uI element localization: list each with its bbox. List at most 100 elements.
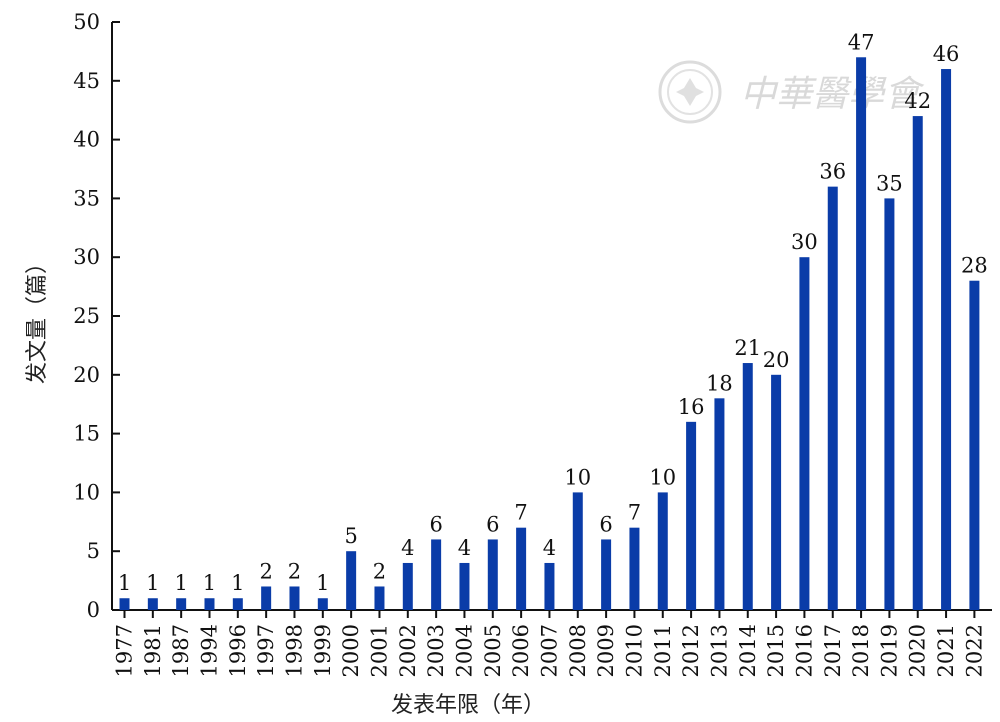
society-seal-icon <box>658 60 722 124</box>
bar-2004 <box>459 562 470 610</box>
data-label-1998: 2 <box>288 559 301 583</box>
bar-2018 <box>856 57 867 610</box>
y-tick-label: 10 <box>73 480 100 504</box>
x-tick-label-2016: 2016 <box>792 624 816 677</box>
x-tick-label-2004: 2004 <box>452 624 476 677</box>
data-label-2005: 6 <box>486 512 499 536</box>
x-tick-label-2022: 2022 <box>962 624 986 677</box>
x-tick-label-2006: 2006 <box>509 624 533 677</box>
bar-2015 <box>771 374 782 610</box>
watermark: 中華醫學會 <box>658 60 925 124</box>
data-label-2002: 4 <box>401 536 414 560</box>
bar-2010 <box>629 527 640 610</box>
data-label-1996: 1 <box>231 571 244 595</box>
bar-2017 <box>827 186 838 610</box>
x-tick-label-2017: 2017 <box>821 624 845 677</box>
x-tick-label-2008: 2008 <box>566 624 590 677</box>
x-tick-label-2015: 2015 <box>764 624 788 677</box>
data-label-1997: 2 <box>259 559 272 583</box>
x-tick-label-2014: 2014 <box>736 624 760 677</box>
bar-2012 <box>686 421 697 610</box>
y-tick-label: 35 <box>73 186 100 210</box>
data-label-2008: 10 <box>564 465 591 489</box>
bar-1996 <box>232 598 243 610</box>
x-tick-label-2009: 2009 <box>594 624 618 677</box>
bars <box>119 57 980 611</box>
x-tick-label-2003: 2003 <box>424 624 448 677</box>
y-tick-label: 25 <box>73 304 100 328</box>
y-tick-label: 20 <box>73 363 100 387</box>
data-label-2004: 4 <box>458 536 471 560</box>
y-tick-label: 5 <box>87 539 100 563</box>
data-label-2010: 7 <box>628 501 641 525</box>
x-tick-label-2010: 2010 <box>622 624 646 677</box>
x-axis-title: 发表年限（年） <box>391 693 545 718</box>
x-tick-label-2020: 2020 <box>906 624 930 677</box>
bar-2019 <box>884 198 895 610</box>
bar-2011 <box>657 492 668 610</box>
x-tick-label-1981: 1981 <box>141 624 165 677</box>
data-label-2013: 18 <box>706 371 733 395</box>
y-axis-title: 发文量（篇） <box>25 252 50 384</box>
bar-2000 <box>346 551 357 610</box>
bar-2005 <box>487 539 498 610</box>
data-label-2017: 36 <box>819 160 846 184</box>
x-tick-label-2007: 2007 <box>537 624 561 677</box>
y-tick-label: 0 <box>87 598 100 622</box>
bar-2020 <box>912 116 923 610</box>
x-tick-label-2002: 2002 <box>396 624 420 677</box>
x-tick-label-2018: 2018 <box>849 624 873 677</box>
x-tick-label-1994: 1994 <box>197 624 221 677</box>
data-label-2009: 6 <box>599 512 612 536</box>
data-label-1981: 1 <box>146 571 159 595</box>
data-label-2015: 20 <box>763 348 790 372</box>
data-label-2012: 16 <box>678 395 705 419</box>
data-label-2016: 30 <box>791 230 818 254</box>
bar-2022 <box>969 280 980 610</box>
bar-2014 <box>742 363 753 610</box>
data-label-2022: 28 <box>961 254 988 278</box>
bar-1981 <box>147 598 158 610</box>
bar-2007 <box>544 562 555 610</box>
data-label-2011: 10 <box>649 465 676 489</box>
data-label-2021: 46 <box>933 42 960 66</box>
bar-2021 <box>941 69 952 611</box>
x-tick-label-1977: 1977 <box>113 624 137 677</box>
x-tick-label-2001: 2001 <box>367 624 391 677</box>
x-tick-label-1999: 1999 <box>311 624 335 677</box>
x-tick-labels: 1977 1981 1987 1994 1996 1997 1998 1999 2000 2001… <box>113 624 987 677</box>
y-tick-label: 45 <box>73 69 100 93</box>
x-tick-label-1996: 1996 <box>226 624 250 677</box>
y-tick-label: 40 <box>73 128 100 152</box>
x-tick-label-1997: 1997 <box>254 624 278 677</box>
bar-1999 <box>317 598 328 610</box>
data-label-2007: 4 <box>543 536 556 560</box>
y-tick-label: 15 <box>73 422 100 446</box>
data-label-2019: 35 <box>876 171 903 195</box>
bar-1998 <box>289 586 300 610</box>
x-tick-label-2012: 2012 <box>679 624 703 677</box>
data-label-1994: 1 <box>203 571 216 595</box>
data-label-2014: 21 <box>734 336 761 360</box>
data-label-2003: 6 <box>429 512 442 536</box>
data-label-1987: 1 <box>174 571 187 595</box>
bar-2001 <box>374 586 385 610</box>
x-tick-label-2000: 2000 <box>339 624 363 677</box>
x-tick-label-1998: 1998 <box>282 624 306 677</box>
x-tick-label-1987: 1987 <box>169 624 193 677</box>
bar-2003 <box>431 539 442 610</box>
data-label-2000: 5 <box>344 524 357 548</box>
x-tick-label-2019: 2019 <box>877 624 901 677</box>
x-tick-label-2011: 2011 <box>651 624 675 677</box>
y-tick-labels: 0 5 10 15 20 25 30 35 40 45 50 <box>73 10 100 622</box>
watermark-text: 中華醫學會 <box>740 74 925 115</box>
bar-1977 <box>119 598 130 610</box>
bar-1994 <box>204 598 215 610</box>
bar-2002 <box>402 562 413 610</box>
data-label-1977: 1 <box>118 571 131 595</box>
bar-2006 <box>516 527 527 610</box>
bar-2016 <box>799 257 810 610</box>
x-tick-label-2013: 2013 <box>707 624 731 677</box>
